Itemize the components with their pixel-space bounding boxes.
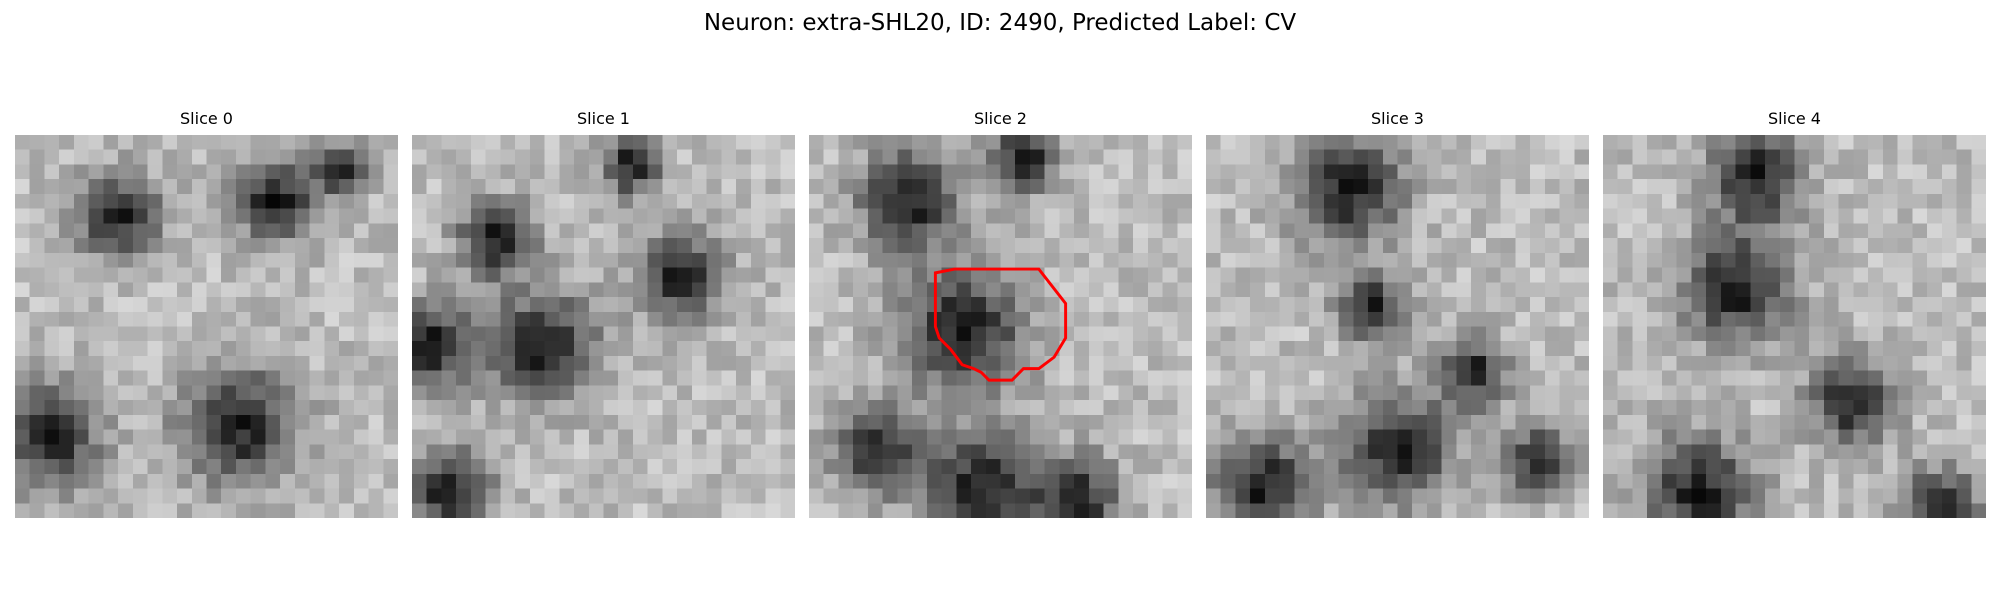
figure-title: Neuron: extra-SHL20, ID: 2490, Predicted… xyxy=(703,10,1297,36)
slice-4-image xyxy=(1603,135,1986,518)
slice-1-title: Slice 1 xyxy=(577,109,630,128)
slice-4-title: Slice 4 xyxy=(1768,109,1821,128)
slice-1-image xyxy=(412,135,795,518)
slice-0-image xyxy=(15,135,398,518)
slice-3-title: Slice 3 xyxy=(1371,109,1424,128)
slice-3-image xyxy=(1206,135,1589,518)
slice-2-title: Slice 2 xyxy=(974,109,1027,128)
neuron-roi-outline xyxy=(933,267,1068,382)
slice-2-image xyxy=(809,135,1192,518)
slice-0-title: Slice 0 xyxy=(180,109,233,128)
